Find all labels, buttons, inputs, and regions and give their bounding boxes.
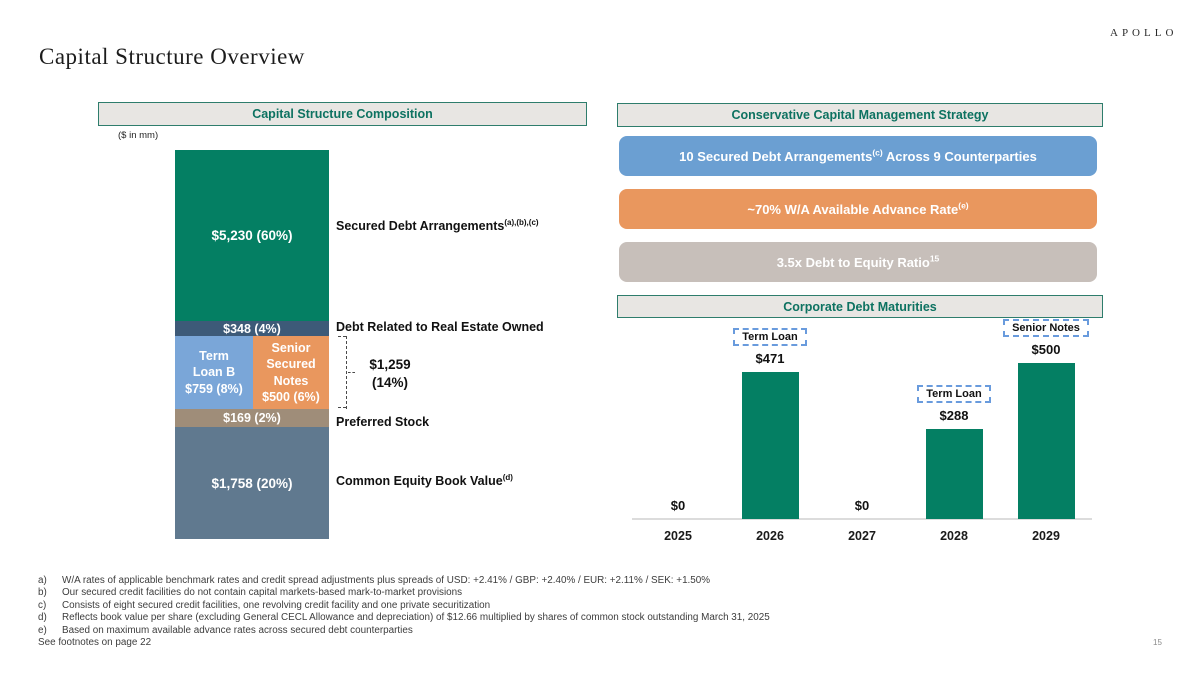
bar-category-chip-wrap: Senior Notes xyxy=(990,318,1102,337)
label-secured-debt-sup: (a),(b),(c) xyxy=(504,217,539,227)
combined-value-line1: $1,259 xyxy=(369,357,411,372)
x-axis-tick-label: 2026 xyxy=(756,529,784,543)
x-axis-line xyxy=(632,518,1092,520)
label-common-equity-sup: (d) xyxy=(502,472,513,482)
ssn-value: $500 (6%) xyxy=(262,389,320,404)
banner-secured-arrangements: 10 Secured Debt Arrangements(c) Across 9… xyxy=(619,136,1097,176)
label-reo-debt: Debt Related to Real Estate Owned xyxy=(336,320,544,334)
label-preferred-stock: Preferred Stock xyxy=(336,415,429,429)
units-note: ($ in mm) xyxy=(118,130,159,141)
segment-preferred-stock-value: $169 (2%) xyxy=(223,411,281,425)
dashed-label-chip: Term Loan xyxy=(917,385,991,403)
banner-secured-arrangements-text: 10 Secured Debt Arrangements(c) Across 9… xyxy=(679,147,1037,164)
maturity-bar xyxy=(1017,363,1075,519)
bar-value-label: $288 xyxy=(939,408,969,423)
ssn-line3: Notes xyxy=(273,373,309,388)
banner-advance-rate: ~70% W/A Available Advance Rate(e) xyxy=(619,189,1097,229)
banner-debt-equity-ratio: 3.5x Debt to Equity Ratio15 xyxy=(619,242,1097,282)
label-secured-debt-text: Secured Debt Arrangements xyxy=(336,219,505,233)
segment-common-equity-value: $1,758 (20%) xyxy=(211,475,293,491)
label-common-equity: Common Equity Book Value(d) xyxy=(336,472,513,488)
label-reo-debt-text: Debt Related to Real Estate Owned xyxy=(336,320,544,334)
page-title: Capital Structure Overview xyxy=(39,44,305,69)
x-axis-tick-label: 2027 xyxy=(848,529,876,543)
maturity-bar xyxy=(741,372,799,519)
footnote-a: a) W/A rates of applicable benchmark rate… xyxy=(38,575,711,586)
segment-reo-debt: $348 (4%) xyxy=(175,321,329,336)
bar-category-chip-wrap: Term Loan xyxy=(898,384,1010,403)
footer-note: See footnotes on page 22 xyxy=(38,637,152,649)
dashed-label-chip: Senior Notes xyxy=(1003,319,1089,337)
segment-split-row: Term Loan B $759 (8%) Senior Secured Not… xyxy=(175,336,329,409)
right-section-header-label: Conservative Capital Management Strategy xyxy=(731,108,989,122)
bar-value-label: $500 xyxy=(1031,342,1061,357)
bar-value-label: $0 xyxy=(854,498,870,513)
segment-term-loan-b: Term Loan B $759 (8%) xyxy=(175,336,253,409)
ssn-line2: Secured xyxy=(266,357,316,372)
term-loan-b-line2: Loan B xyxy=(192,365,236,380)
label-common-equity-text: Common Equity Book Value xyxy=(336,474,503,488)
x-axis-tick-label: 2028 xyxy=(940,529,968,543)
ssn-line1: Senior xyxy=(271,341,311,355)
footnote-e: e) Based on maximum available advance rat… xyxy=(38,624,413,636)
capital-structure-stacked-bar: $5,230 (60%) $348 (4%) Term Loan B $759 … xyxy=(175,150,329,539)
left-section-header: Capital Structure Composition xyxy=(98,102,587,126)
banner-advance-rate-text: ~70% W/A Available Advance Rate(e) xyxy=(747,200,969,217)
right-section-header: Conservative Capital Management Strategy xyxy=(617,103,1103,127)
apollo-logo: APOLLO xyxy=(1110,27,1178,39)
bar-category-chip-wrap: Term Loan xyxy=(714,327,826,346)
x-axis-tick-label: 2029 xyxy=(1032,529,1060,543)
segment-secured-debt-value: $5,230 (60%) xyxy=(211,228,293,243)
segment-reo-debt-value: $348 (4%) xyxy=(223,321,281,336)
footnote-d: d) Reflects book value per share (excludi… xyxy=(38,612,770,624)
left-section-header-label: Capital Structure Composition xyxy=(252,107,433,121)
bar-value-label: $0 xyxy=(670,498,686,513)
maturity-bar xyxy=(925,429,983,519)
dashed-brace xyxy=(338,336,356,409)
label-combined-value: $1,259 (14%) xyxy=(355,356,425,392)
segment-secured-debt: $5,230 (60%) xyxy=(175,150,329,321)
combined-value-line2: (14%) xyxy=(371,375,408,390)
label-preferred-stock-text: Preferred Stock xyxy=(336,415,430,429)
footnotes: a) W/A rates of applicable benchmark rate… xyxy=(38,575,1168,649)
bar-value-label: $471 xyxy=(755,351,785,366)
footnote-b: b) Our secured credit facilities do not c… xyxy=(38,587,463,599)
segment-senior-secured-notes: Senior Secured Notes $500 (6%) xyxy=(253,336,329,409)
segment-common-equity: $1,758 (20%) xyxy=(175,427,329,539)
term-loan-b-line1: Term xyxy=(199,349,229,364)
dashed-label-chip: Term Loan xyxy=(733,328,807,346)
maturities-header: Corporate Debt Maturities xyxy=(617,295,1103,318)
banner-debt-equity-ratio-text: 3.5x Debt to Equity Ratio15 xyxy=(776,253,940,270)
term-loan-b-value: $759 (8%) xyxy=(185,381,243,396)
label-secured-debt: Secured Debt Arrangements(a),(b),(c) xyxy=(336,217,539,233)
segment-preferred-stock: $169 (2%) xyxy=(175,409,329,427)
page-number: 15 xyxy=(1153,638,1162,647)
footnote-c: c) Consists of eight secured credit facil… xyxy=(38,599,491,611)
maturities-header-label: Corporate Debt Maturities xyxy=(783,299,937,314)
x-axis-tick-label: 2025 xyxy=(664,529,692,543)
